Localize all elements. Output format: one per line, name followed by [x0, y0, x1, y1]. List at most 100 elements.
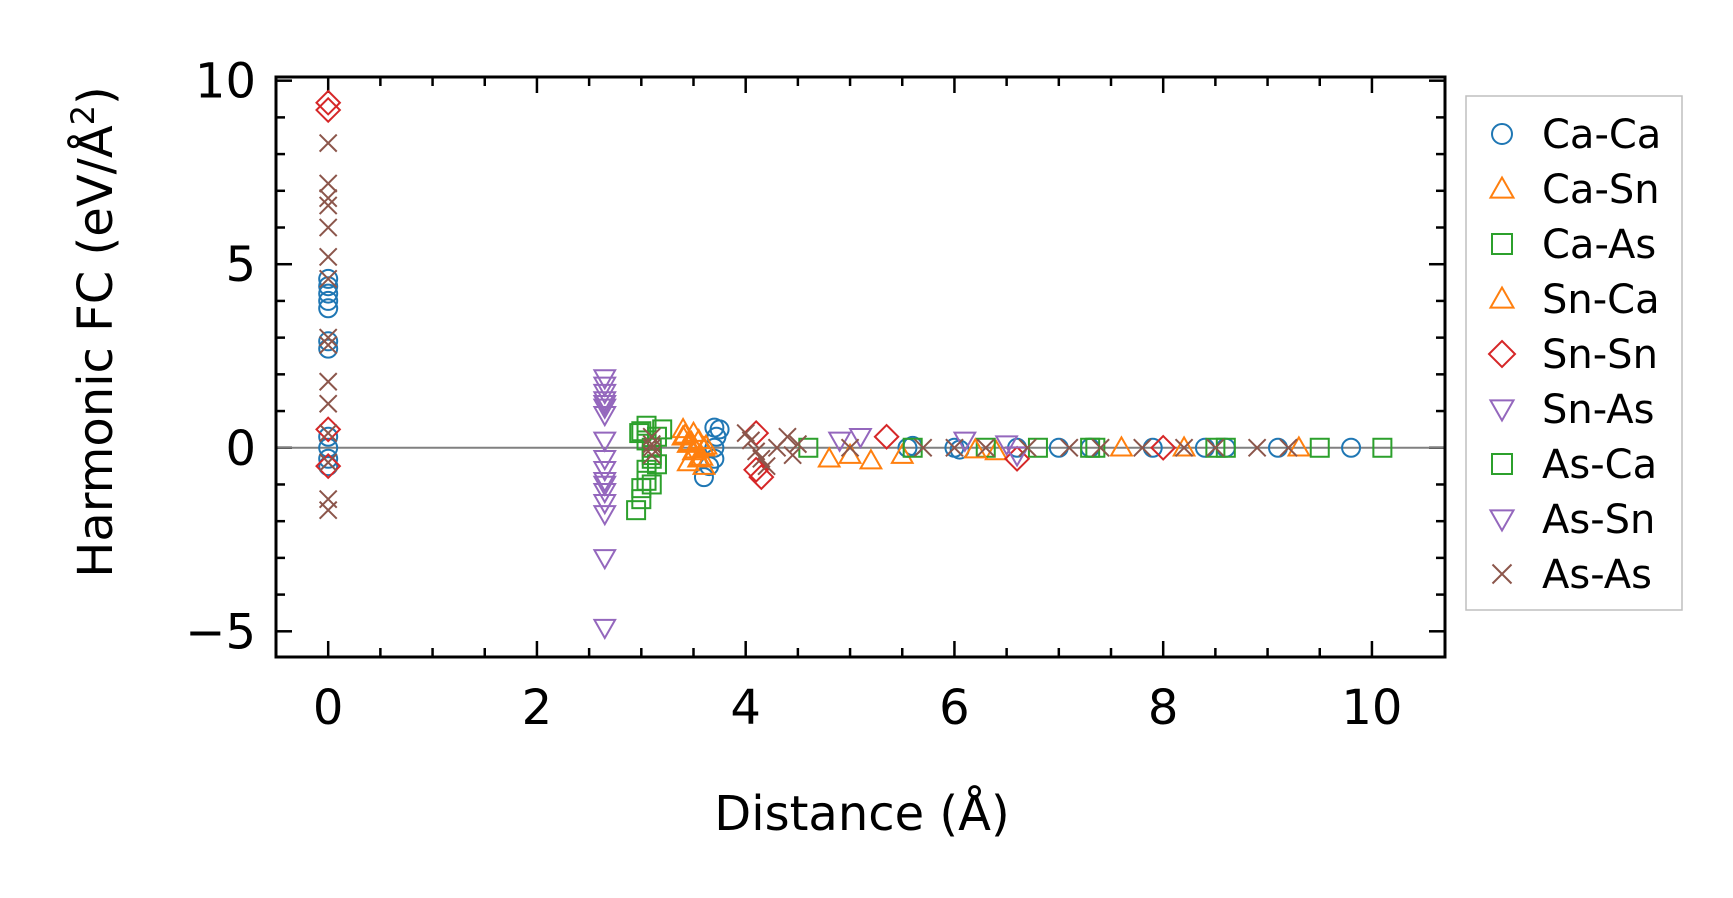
data-point-sn-sn — [315, 96, 342, 124]
data-point-as-as — [976, 438, 996, 458]
legend-marker-as-ca — [1491, 453, 1513, 475]
data-point-ca-ca — [1142, 437, 1163, 458]
data-point-ca-ca — [318, 290, 339, 311]
legend-marker-sn-as — [1488, 399, 1516, 423]
data-point-ca-ca — [318, 276, 339, 297]
data-point-ca-sn — [1286, 435, 1311, 457]
tick-labels: 0 2 4 6 8 10 −5 0 5 10 — [185, 54, 1402, 736]
data-point-as-sn — [1004, 446, 1030, 468]
y-axis-label-main: Harmonic FC (eV/Å — [67, 125, 124, 578]
legend-marker-sn-ca — [1488, 285, 1516, 309]
data-point-as-as — [1247, 438, 1267, 458]
data-point-sn-as — [592, 549, 617, 571]
data-point-ca-ca — [318, 268, 339, 289]
data-point-ca-as — [636, 470, 657, 491]
data-point-ca-ca — [693, 467, 714, 488]
data-point-ca-ca — [318, 331, 339, 352]
data-point-ca-as — [641, 474, 662, 495]
legend-label-as-ca: As-Ca — [1542, 442, 1657, 488]
data-point-sn-sn — [748, 464, 775, 491]
data-point-sn-as — [994, 435, 1019, 457]
data-point-as-as — [840, 438, 860, 458]
data-point-as-as — [788, 434, 808, 454]
data-point-ca-as — [1027, 437, 1048, 458]
data-point-as-as — [757, 456, 776, 476]
legend-label-ca-as: Ca-As — [1542, 222, 1656, 268]
data-point-ca-ca — [318, 283, 339, 304]
data-point-sn-as — [592, 431, 617, 453]
data-point-as-sn — [592, 394, 617, 417]
data-point-as-as — [318, 500, 338, 520]
data-point-sn-as — [592, 391, 617, 413]
data-point-sn-sn — [315, 89, 342, 116]
data-markers — [315, 89, 1393, 640]
data-point-sn-as — [592, 369, 617, 391]
x-tick-label: 8 — [1148, 680, 1179, 736]
x-tick-label: 4 — [730, 680, 761, 736]
data-point-sn-ca — [1171, 435, 1197, 457]
data-point-ca-ca — [1194, 437, 1215, 458]
data-point-as-as — [1018, 438, 1037, 458]
data-point-as-as — [318, 218, 338, 237]
data-point-sn-as — [592, 483, 617, 505]
data-point-as-as — [318, 174, 338, 193]
data-point-sn-as — [592, 383, 617, 406]
data-point-sn-as — [848, 427, 873, 450]
y-tick-label: 5 — [225, 237, 256, 293]
data-point-ca-as — [636, 415, 657, 436]
legend-marker-ca-as — [1491, 233, 1513, 255]
data-point-ca-sn — [890, 442, 915, 464]
data-point-sn-as — [592, 505, 617, 527]
data-point-sn-as — [592, 472, 617, 494]
data-point-as-as — [913, 438, 933, 458]
data-point-sn-ca — [689, 444, 714, 466]
data-point-sn-sn — [1150, 434, 1177, 461]
data-point-ca-as — [626, 500, 647, 521]
data-point-as-as — [642, 434, 662, 454]
data-point-sn-as — [592, 405, 617, 428]
data-point-sn-sn — [1003, 445, 1031, 472]
y-tick-label: 0 — [225, 421, 256, 477]
data-point-as-ca — [1205, 437, 1226, 458]
data-point-as-as — [318, 269, 338, 289]
data-point-ca-as — [902, 437, 923, 458]
legend-box — [1465, 95, 1683, 611]
x-tick-label: 10 — [1341, 680, 1402, 736]
legend-marker-sn-sn — [1487, 339, 1517, 369]
data-point-as-as — [318, 394, 338, 413]
data-point-as-as — [1174, 438, 1194, 458]
data-point-as-as — [945, 438, 964, 458]
data-point-as-as — [318, 335, 338, 355]
data-point-ca-sn — [984, 439, 1009, 461]
legend-marker-as-as — [1491, 563, 1513, 585]
data-point-as-as — [318, 328, 338, 347]
data-point-as-as — [318, 247, 338, 267]
data-point-as-as — [318, 196, 338, 215]
data-point-as-as — [778, 427, 797, 447]
data-point-ca-ca — [1048, 437, 1069, 458]
data-point-sn-sn — [315, 452, 342, 480]
data-point-sn-as — [592, 450, 617, 472]
legend-label-as-as: As-As — [1542, 552, 1652, 598]
data-point-as-as — [318, 423, 338, 443]
x-tick-label: 2 — [522, 680, 553, 736]
data-point-sn-sn — [873, 423, 900, 450]
data-point-ca-ca — [318, 456, 339, 477]
legend-label-sn-as: Sn-As — [1542, 387, 1655, 433]
data-point-ca-ca — [318, 426, 339, 447]
legend-label-sn-ca: Sn-Ca — [1542, 277, 1660, 323]
data-point-ca-as — [652, 419, 673, 440]
data-point-as-as — [318, 133, 338, 153]
y-tick-label: 10 — [195, 54, 256, 110]
y-axis-label: Harmonic FC (eV/Å2) — [64, 86, 124, 578]
x-axis-label: Distance (Å) — [714, 785, 1009, 842]
data-point-as-as — [1059, 438, 1079, 458]
data-point-sn-ca — [963, 437, 988, 459]
plot-frame — [274, 75, 1447, 659]
data-point-sn-as — [592, 618, 617, 640]
data-point-sn-sn — [743, 456, 770, 483]
data-point-sn-as — [592, 376, 617, 398]
data-point-ca-ca — [1341, 437, 1362, 458]
data-point-sn-as — [592, 461, 617, 483]
x-tick-label: 6 — [939, 680, 970, 736]
